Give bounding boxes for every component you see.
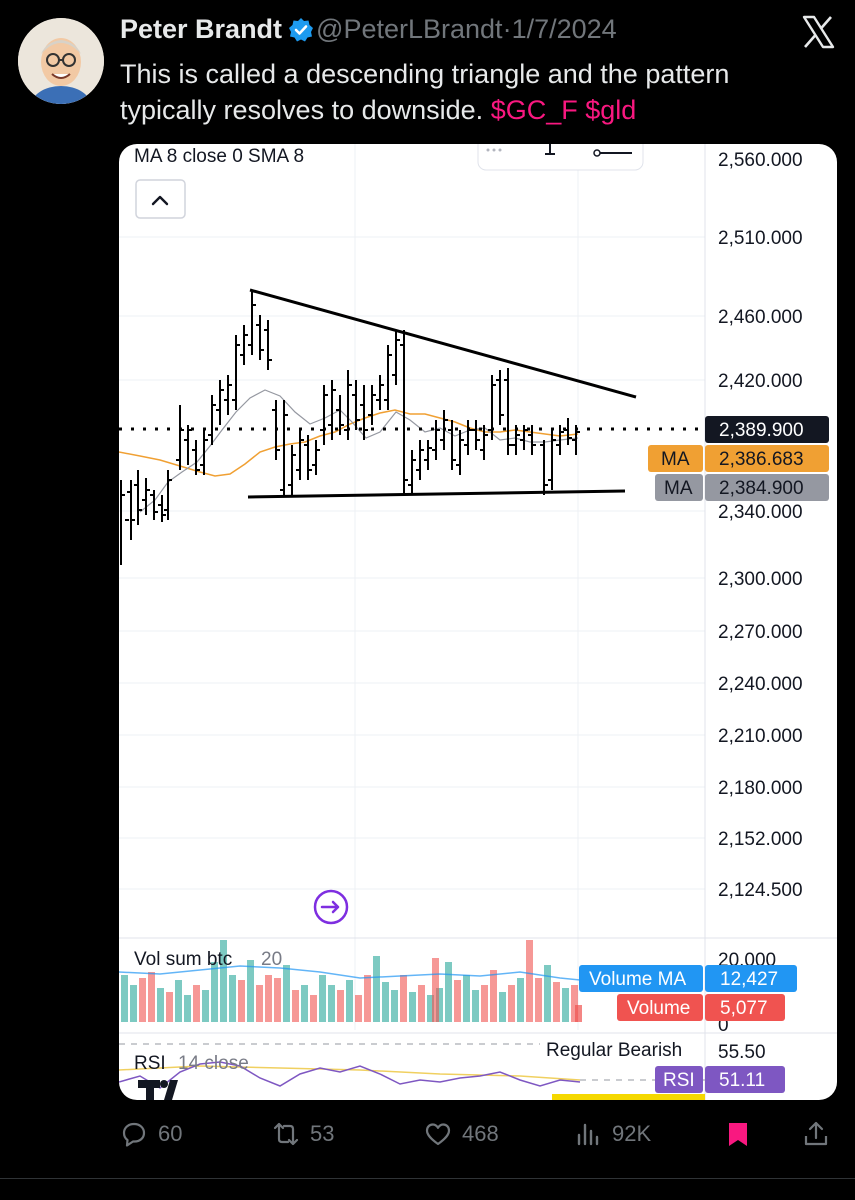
horizontal-support-line bbox=[247, 489, 626, 499]
author-handle[interactable]: @PeterLBrandt bbox=[316, 14, 503, 44]
volume-tag: Volume 5,077 bbox=[617, 994, 785, 1021]
verified-badge-icon bbox=[288, 17, 314, 43]
price-tick: 2,270.000 bbox=[718, 622, 803, 643]
author-name[interactable]: Peter Brandt bbox=[120, 14, 283, 44]
share-icon bbox=[804, 1121, 828, 1146]
rsi-line bbox=[119, 1061, 581, 1089]
like-button[interactable]: 468 bbox=[424, 1110, 499, 1158]
price-tick: 2,152.000 bbox=[718, 829, 803, 850]
ma-gray-tag: MA 2,384.900 bbox=[655, 474, 829, 501]
rsi-signal-line bbox=[119, 1065, 581, 1081]
rsi-highlight bbox=[552, 1094, 705, 1100]
volume-bars bbox=[121, 940, 582, 1022]
rsi-tag-label: RSI bbox=[663, 1070, 695, 1091]
bookmark-icon bbox=[729, 1123, 747, 1146]
volume-axis-zero: 0 bbox=[718, 1015, 729, 1036]
like-count: 468 bbox=[462, 1121, 499, 1146]
heart-icon bbox=[425, 1123, 451, 1146]
descending-resistance-line bbox=[249, 288, 637, 399]
trading-chart: 2,560.000 2,510.000 2,460.000 2,420.000 … bbox=[119, 144, 837, 1100]
post-actions: 60 53 468 92K bbox=[0, 1110, 855, 1158]
price-tick: 2,180.000 bbox=[718, 778, 803, 799]
ma-gray-label: MA bbox=[664, 478, 693, 499]
price-tick: 2,420.000 bbox=[718, 371, 803, 392]
price-tick: 2,340.000 bbox=[718, 502, 803, 523]
price-tick: 2,560.000 bbox=[718, 150, 803, 171]
repost-count: 53 bbox=[310, 1121, 335, 1146]
ma-gray-value: 2,384.900 bbox=[719, 478, 804, 499]
price-tick: 2,510.000 bbox=[718, 228, 803, 249]
repost-icon bbox=[273, 1122, 299, 1146]
ma-orange-tag: MA 2,386.683 bbox=[648, 445, 829, 472]
share-button[interactable] bbox=[802, 1110, 830, 1158]
rsi-legend: RSI bbox=[134, 1053, 166, 1074]
reply-button[interactable]: 60 bbox=[120, 1110, 182, 1158]
last-price-value: 2,389.900 bbox=[719, 420, 804, 441]
avatar-illustration bbox=[18, 18, 104, 104]
price-tick: 2,460.000 bbox=[718, 307, 803, 328]
author-avatar[interactable] bbox=[18, 18, 104, 104]
price-tick: 2,240.000 bbox=[718, 674, 803, 695]
rsi-params: 14 close bbox=[178, 1053, 249, 1074]
post-body: This is called a descending triangle and… bbox=[120, 59, 730, 125]
volume-ma-value: 12,427 bbox=[720, 969, 778, 990]
floating-toolbar bbox=[477, 144, 644, 171]
volume-length: 20 bbox=[261, 949, 282, 970]
go-to-realtime-icon bbox=[313, 889, 349, 925]
rsi-value: 51.11 bbox=[719, 1070, 765, 1091]
rsi-signal-label: Regular Bearish bbox=[546, 1040, 682, 1061]
volume-ma-line bbox=[119, 965, 581, 981]
views-chart-icon bbox=[577, 1123, 599, 1146]
ma-orange-label: MA bbox=[661, 449, 690, 470]
tradingview-logo-icon bbox=[138, 1080, 178, 1100]
volume-ma-tag: Volume MA 12,427 bbox=[579, 965, 797, 992]
post-date[interactable]: 1/7/2024 bbox=[511, 14, 617, 44]
rsi-signal-bg bbox=[540, 1037, 700, 1064]
ma-gray-line bbox=[139, 389, 579, 513]
volume-value: 5,077 bbox=[720, 998, 768, 1019]
chart-grid bbox=[119, 144, 705, 1030]
ma-orange-value: 2,386.683 bbox=[719, 449, 804, 470]
chevron-up-icon bbox=[151, 195, 169, 206]
bookmark-button[interactable] bbox=[724, 1110, 752, 1158]
reply-icon bbox=[122, 1122, 146, 1147]
ma-indicator-legend: MA 8 close 0 SMA 8 bbox=[134, 146, 304, 167]
post-header: Peter Brandt @PeterLBrandt·1/7/2024 bbox=[120, 14, 855, 54]
price-tick: 2,300.000 bbox=[718, 569, 803, 590]
rsi-level: 55.50 bbox=[718, 1042, 766, 1063]
volume-ma-label: Volume MA bbox=[589, 969, 686, 990]
reply-count: 60 bbox=[158, 1121, 183, 1146]
volume-label: Volume bbox=[627, 998, 690, 1019]
price-tick: 2,124.500 bbox=[718, 880, 803, 901]
view-count: 92K bbox=[612, 1121, 652, 1146]
price-bars bbox=[120, 292, 580, 565]
last-price-tag: 2,389.900 bbox=[705, 416, 829, 443]
price-axis: 2,560.000 2,510.000 2,460.000 2,420.000 … bbox=[718, 150, 803, 901]
cashtag-link[interactable]: $GC_F bbox=[490, 95, 578, 125]
divider bbox=[0, 1178, 855, 1179]
rsi-tag: RSI 51.11 bbox=[655, 1066, 785, 1093]
x-logo-icon[interactable] bbox=[800, 14, 836, 50]
header-separator: · bbox=[502, 14, 512, 44]
cashtag-link[interactable]: $gld bbox=[585, 95, 637, 125]
chart-image[interactable]: 2,560.000 2,510.000 2,460.000 2,420.000 … bbox=[119, 144, 837, 1100]
price-tick: 2,210.000 bbox=[718, 726, 803, 747]
views-button[interactable]: 92K bbox=[574, 1110, 651, 1158]
post-text: This is called a descending triangle and… bbox=[120, 56, 820, 128]
repost-button[interactable]: 53 bbox=[272, 1110, 334, 1158]
collapse-legend-button bbox=[135, 179, 186, 219]
volume-legend: Vol sum btc bbox=[134, 949, 232, 970]
